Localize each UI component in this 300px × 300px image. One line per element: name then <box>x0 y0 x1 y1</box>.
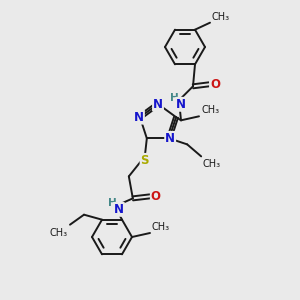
Text: N: N <box>176 98 186 111</box>
Text: O: O <box>151 190 161 203</box>
Text: N: N <box>165 132 175 145</box>
Text: CH₃: CH₃ <box>201 105 219 115</box>
Text: S: S <box>141 154 149 167</box>
Text: H: H <box>169 93 178 103</box>
Text: N: N <box>134 111 144 124</box>
Text: H: H <box>109 198 117 208</box>
Text: CH₃: CH₃ <box>50 228 68 238</box>
Text: CH₃: CH₃ <box>202 159 220 170</box>
Text: CH₃: CH₃ <box>152 222 170 232</box>
Text: N: N <box>153 98 163 110</box>
Text: N: N <box>114 203 124 216</box>
Text: CH₃: CH₃ <box>212 12 230 22</box>
Text: O: O <box>210 78 220 91</box>
